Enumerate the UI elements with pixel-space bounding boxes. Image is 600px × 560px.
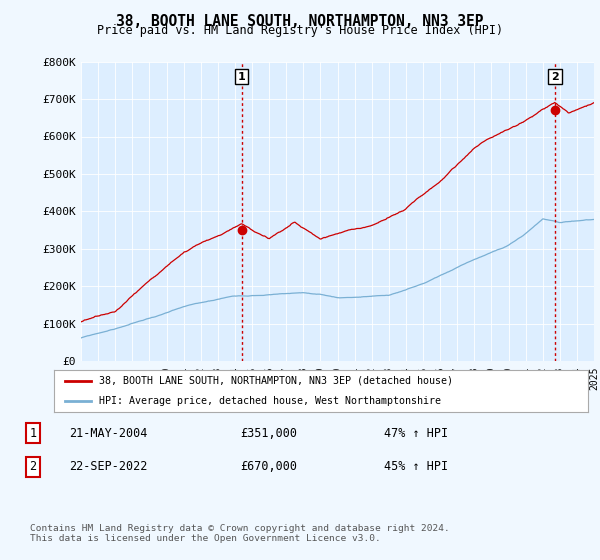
Text: £670,000: £670,000: [240, 460, 297, 473]
Text: 1: 1: [238, 72, 245, 82]
Text: Contains HM Land Registry data © Crown copyright and database right 2024.
This d: Contains HM Land Registry data © Crown c…: [30, 524, 450, 543]
Text: 1: 1: [29, 427, 37, 440]
Text: HPI: Average price, detached house, West Northamptonshire: HPI: Average price, detached house, West…: [100, 396, 442, 405]
Text: 45% ↑ HPI: 45% ↑ HPI: [384, 460, 448, 473]
Text: 38, BOOTH LANE SOUTH, NORTHAMPTON, NN3 3EP: 38, BOOTH LANE SOUTH, NORTHAMPTON, NN3 3…: [116, 14, 484, 29]
Text: 22-SEP-2022: 22-SEP-2022: [69, 460, 148, 473]
Text: 38, BOOTH LANE SOUTH, NORTHAMPTON, NN3 3EP (detached house): 38, BOOTH LANE SOUTH, NORTHAMPTON, NN3 3…: [100, 376, 454, 385]
Text: 47% ↑ HPI: 47% ↑ HPI: [384, 427, 448, 440]
Text: 2: 2: [29, 460, 37, 473]
Text: 2: 2: [551, 72, 559, 82]
Text: 21-MAY-2004: 21-MAY-2004: [69, 427, 148, 440]
Text: Price paid vs. HM Land Registry's House Price Index (HPI): Price paid vs. HM Land Registry's House …: [97, 24, 503, 37]
Text: £351,000: £351,000: [240, 427, 297, 440]
